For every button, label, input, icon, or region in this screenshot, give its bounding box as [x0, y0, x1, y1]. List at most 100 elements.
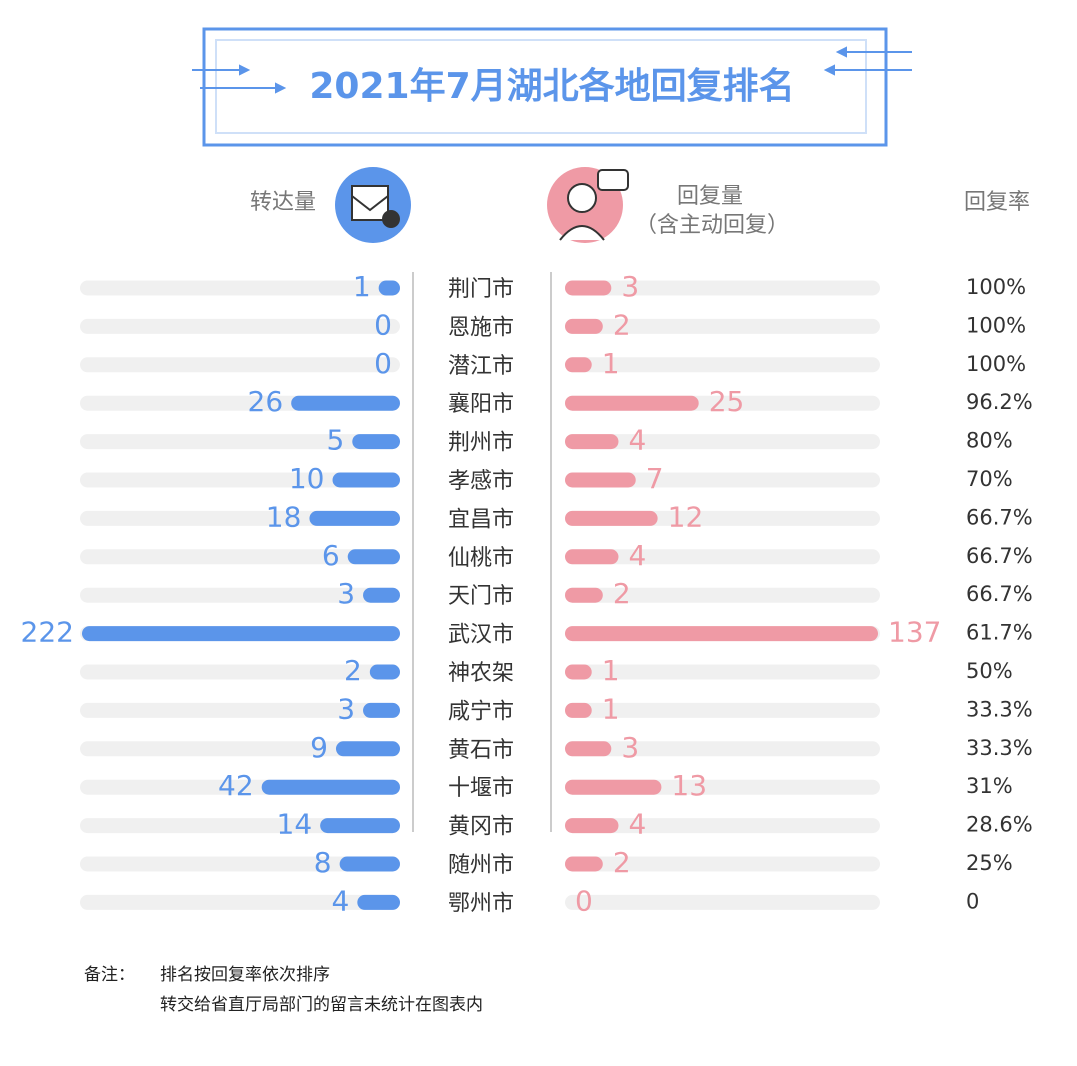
city-label: 襄阳市: [448, 392, 514, 417]
bar: [565, 434, 619, 450]
track: [80, 434, 400, 450]
bar: [565, 280, 612, 296]
city-label: 鄂州市: [448, 891, 514, 916]
track: [565, 280, 880, 296]
rate-label: 31%: [966, 774, 1013, 798]
track: [565, 818, 880, 834]
value-label: 0: [575, 884, 593, 917]
bar: [565, 395, 699, 411]
track: [80, 280, 400, 296]
city-label: 宜昌市: [448, 507, 514, 532]
value-label: 137: [888, 616, 941, 649]
header-sent: 转达量: [250, 190, 316, 215]
value-label: 13: [671, 769, 707, 802]
bar: [565, 818, 619, 834]
bar: [352, 434, 400, 450]
city-label: 武汉市: [448, 623, 514, 648]
track: [80, 549, 400, 565]
value-label: 4: [628, 808, 646, 841]
bar: [363, 587, 400, 603]
bar: [332, 472, 400, 488]
value-label: 12: [668, 500, 704, 533]
value-label: 8: [314, 846, 332, 879]
value-label: 42: [218, 769, 254, 802]
rate-label: 50%: [966, 659, 1013, 683]
value-label: 3: [621, 731, 639, 764]
rate-label: 96.2%: [966, 390, 1033, 414]
arrows: [192, 46, 912, 94]
bar: [291, 395, 400, 411]
city-label: 随州市: [448, 853, 514, 878]
rate-label: 80%: [966, 429, 1013, 453]
bar: [565, 741, 612, 757]
bar: [565, 472, 636, 488]
title-frame-inner: [215, 39, 867, 134]
value-label: 25: [709, 385, 745, 418]
rate-label: 66.7%: [966, 582, 1033, 606]
bar: [335, 741, 400, 757]
rate-label: 100%: [966, 313, 1026, 337]
bar: [82, 626, 400, 642]
bar: [565, 510, 658, 526]
header-rate: 回复率: [964, 190, 1030, 215]
value-label: 1: [602, 347, 620, 380]
note-label: 备注：: [84, 965, 135, 985]
bar: [320, 818, 400, 834]
bar: [565, 318, 603, 334]
bar: [565, 549, 619, 565]
city-label: 天门市: [448, 584, 514, 609]
track: [565, 741, 880, 757]
city-label: 神农架: [448, 661, 514, 686]
track: [80, 587, 400, 603]
city-label: 荆门市: [448, 277, 514, 302]
bar: [378, 280, 400, 296]
track: [565, 894, 880, 910]
bar: [565, 626, 878, 642]
track: [80, 357, 400, 373]
city-label: 咸宁市: [448, 699, 514, 724]
track: [565, 549, 880, 565]
bar: [357, 894, 400, 910]
value-label: 14: [277, 808, 313, 841]
value-label: 4: [628, 424, 646, 457]
bar: [565, 357, 592, 373]
city-label: 恩施市: [448, 315, 514, 340]
track: [80, 894, 400, 910]
rate-label: 66.7%: [966, 505, 1033, 529]
value-label: 18: [266, 500, 302, 533]
bar: [565, 856, 603, 872]
send-icon: [335, 167, 411, 243]
city-label: 孝感市: [448, 469, 514, 494]
city-label: 十堰市: [448, 776, 514, 801]
value-label: 222: [21, 616, 74, 649]
value-label: 5: [326, 424, 344, 457]
track: [80, 818, 400, 834]
value-label: 9: [310, 731, 328, 764]
bar: [369, 664, 400, 680]
rate-label: 33.3%: [966, 736, 1033, 760]
track: [80, 472, 400, 488]
rate-label: 66.7%: [966, 544, 1033, 568]
value-label: 1: [602, 692, 620, 725]
track: [80, 741, 400, 757]
rate-label: 28.6%: [966, 813, 1033, 837]
city-label: 仙桃市: [448, 546, 514, 571]
city-label: 荆州市: [448, 431, 514, 456]
bar: [261, 779, 400, 795]
bar: [347, 549, 400, 565]
track: [565, 856, 880, 872]
value-label: 10: [289, 462, 325, 495]
value-label: 3: [337, 692, 355, 725]
bar: [363, 702, 400, 718]
value-label: 3: [337, 577, 355, 610]
value-label: 3: [621, 270, 639, 303]
value-label: 0: [374, 308, 392, 341]
bar: [565, 702, 592, 718]
track: [565, 664, 880, 680]
rate-label: 0: [966, 889, 979, 913]
track: [80, 318, 400, 334]
track: [565, 587, 880, 603]
bar: [565, 779, 662, 795]
note-line: 转交给省直厅局部门的留言未统计在图表内: [160, 995, 483, 1015]
